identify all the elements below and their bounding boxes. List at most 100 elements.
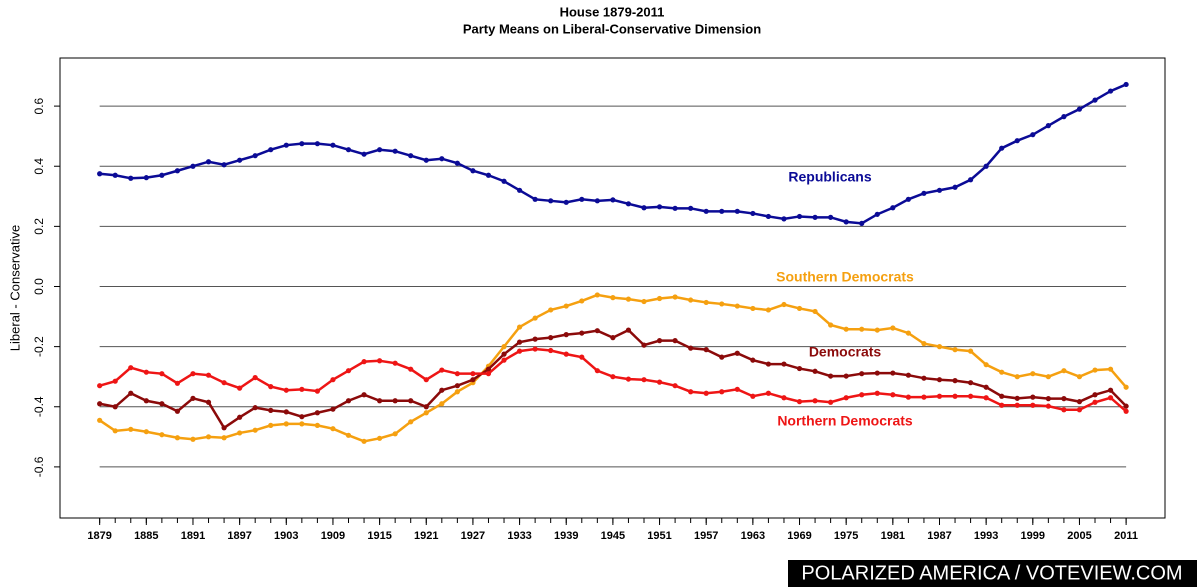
data-point [190, 163, 196, 169]
data-point [423, 410, 429, 416]
data-point [734, 350, 740, 356]
data-point [174, 408, 181, 414]
data-point [750, 357, 756, 363]
data-point [890, 370, 896, 376]
data-point [890, 205, 896, 211]
data-point [1107, 387, 1114, 393]
data-point [377, 398, 383, 404]
data-point [812, 368, 818, 374]
data-point [501, 351, 507, 357]
data-point [641, 377, 647, 383]
data-point [205, 372, 212, 378]
data-point [470, 371, 476, 377]
data-point [843, 395, 849, 401]
data-point [905, 330, 911, 336]
data-point [812, 398, 818, 404]
x-tick-label: 1939 [554, 530, 578, 542]
series-label: Northern Democrats [777, 413, 913, 429]
data-point [345, 147, 352, 153]
data-point [299, 386, 305, 392]
x-tick-label: 1987 [927, 530, 951, 542]
data-point [361, 359, 367, 365]
data-point [579, 196, 585, 202]
data-point [361, 151, 367, 157]
data-point [688, 205, 694, 211]
watermark: POLARIZED AMERICA / VOTEVIEW.COM [801, 562, 1182, 584]
data-point [952, 378, 958, 384]
data-point [765, 390, 772, 396]
y-axis-label: Liberal - Conservative [7, 225, 22, 351]
y-tick-label: 0.2 [32, 218, 46, 235]
series-label: Southern Democrats [776, 269, 914, 285]
data-point [594, 328, 600, 334]
data-point [97, 383, 103, 389]
data-point [1061, 114, 1067, 120]
data-point [1107, 88, 1114, 94]
data-point [97, 401, 103, 407]
data-point [314, 388, 320, 394]
data-point [1061, 368, 1067, 374]
data-point [874, 211, 880, 217]
data-point [999, 145, 1005, 151]
data-point [688, 297, 694, 303]
chart-title: House 1879-2011 [560, 4, 665, 19]
x-tick-label: 1927 [461, 530, 485, 542]
data-point [796, 305, 803, 312]
data-point [1061, 396, 1067, 402]
data-point [283, 409, 289, 415]
data-point [330, 406, 336, 412]
data-point [268, 422, 274, 428]
data-point [377, 147, 383, 153]
data-point [392, 431, 398, 437]
data-point [750, 305, 756, 312]
data-point [765, 307, 772, 313]
data-point [516, 324, 523, 330]
data-point [719, 354, 725, 360]
data-point [268, 384, 274, 390]
data-point [625, 327, 632, 333]
data-point [361, 392, 367, 398]
x-tick-label: 1975 [834, 530, 858, 542]
data-point [843, 326, 849, 332]
data-point [485, 172, 492, 178]
data-point [594, 198, 600, 204]
data-point [408, 398, 414, 404]
data-point [299, 414, 305, 420]
data-point [1045, 123, 1051, 129]
x-tick-label: 1915 [367, 530, 391, 542]
data-point [330, 142, 336, 148]
data-point [734, 386, 740, 392]
data-point [796, 365, 803, 372]
data-point [408, 419, 414, 425]
data-point [112, 428, 118, 434]
data-point [688, 345, 694, 351]
data-point [1045, 396, 1051, 402]
data-point [221, 162, 227, 168]
data-point [268, 407, 274, 413]
data-point [330, 426, 336, 432]
data-point [688, 389, 694, 395]
data-point [237, 157, 243, 163]
data-point [890, 392, 896, 398]
data-point [314, 410, 320, 416]
data-point [1014, 395, 1020, 401]
data-point [237, 430, 243, 436]
x-tick-label: 1909 [321, 530, 345, 542]
data-point [921, 394, 927, 400]
data-point [439, 156, 445, 162]
data-point [828, 373, 834, 379]
series-label: Democrats [809, 344, 882, 360]
data-point [314, 141, 320, 147]
x-tick-label: 1993 [974, 530, 998, 542]
data-point [625, 376, 632, 382]
data-point [112, 404, 118, 410]
data-point [703, 208, 709, 214]
data-point [594, 292, 600, 298]
data-point [439, 367, 445, 373]
x-tick-label: 1981 [881, 530, 905, 542]
data-point [1092, 367, 1098, 373]
data-point [812, 308, 818, 315]
data-point [143, 429, 149, 435]
data-point [812, 214, 818, 220]
data-point [765, 213, 772, 220]
